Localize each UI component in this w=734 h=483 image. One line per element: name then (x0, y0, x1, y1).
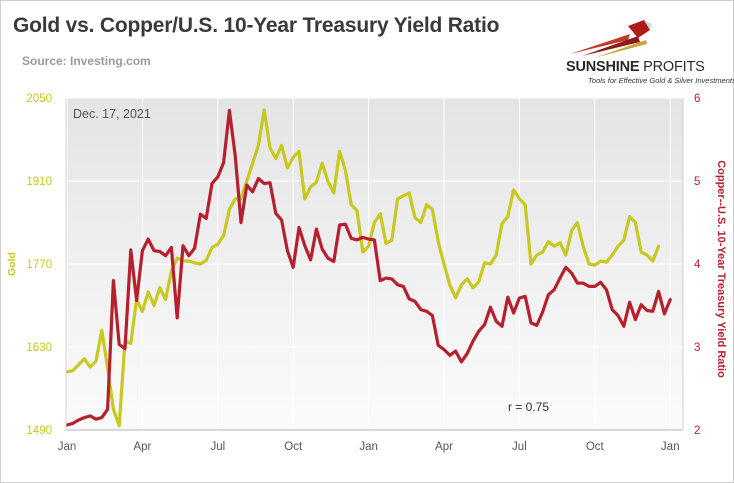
left-axis-tick-label: 1490 (26, 425, 52, 437)
logo-name-thin: PROFITS (639, 59, 705, 75)
x-axis-tick-label: Jul (210, 441, 225, 453)
right-axis-tick-label: 6 (694, 93, 700, 105)
left-axis-tick-label: 1910 (26, 176, 52, 188)
axes: 1490 1630 1770 1910 2050 2 3 4 5 6 Jan Apr Jul Oct Jan… (6, 93, 727, 453)
series-layer (65, 108, 672, 428)
right-axis-tick-label: 5 (694, 176, 700, 188)
left-axis-tick-label: 1630 (26, 342, 52, 354)
left-axis-title: Gold (6, 252, 18, 276)
right-axis-tick-label: 4 (694, 259, 701, 271)
x-axis-tick-label: Jan (661, 441, 680, 453)
chart-source: Source: Investing.com (22, 54, 151, 68)
x-axis-tick-label: Apr (133, 441, 151, 453)
x-axis-tick-label: Jan (58, 441, 77, 453)
x-axis-tick-label: Apr (435, 441, 453, 453)
logo-name-bold: SUNSHINE (566, 59, 640, 75)
left-axis-tick-label: 2050 (26, 93, 52, 105)
x-axis-tick-label: Jul (512, 441, 527, 453)
date-annotation: Dec. 17, 2021 (73, 107, 151, 121)
logo-tagline: Tools for Effective Gold & Silver Invest… (588, 76, 734, 85)
logo-wordmark: SUNSHINE PROFITS (566, 59, 705, 75)
chart-title: Gold vs. Copper/U.S. 10-Year Treasury Yi… (13, 14, 500, 37)
logo-arrow-icon (570, 20, 652, 58)
right-axis-title: Copper--U.S. 10-Year Treasury Yield Rati… (715, 160, 727, 378)
gold-price-line (65, 108, 661, 428)
x-axis-tick-label: Oct (586, 441, 605, 453)
right-axis-tick-label: 2 (694, 425, 700, 437)
x-axis-tick-label: Oct (284, 441, 303, 453)
left-axis-tick-label: 1770 (26, 259, 52, 271)
copper-yield-ratio-line (65, 108, 672, 427)
sunshine-profits-logo: SUNSHINE PROFITS Tools for Effective Gol… (560, 12, 734, 85)
right-axis-tick-label: 3 (694, 342, 700, 354)
x-axis-tick-label: Jan (359, 441, 378, 453)
correlation-annotation: r = 0.75 (508, 400, 549, 414)
